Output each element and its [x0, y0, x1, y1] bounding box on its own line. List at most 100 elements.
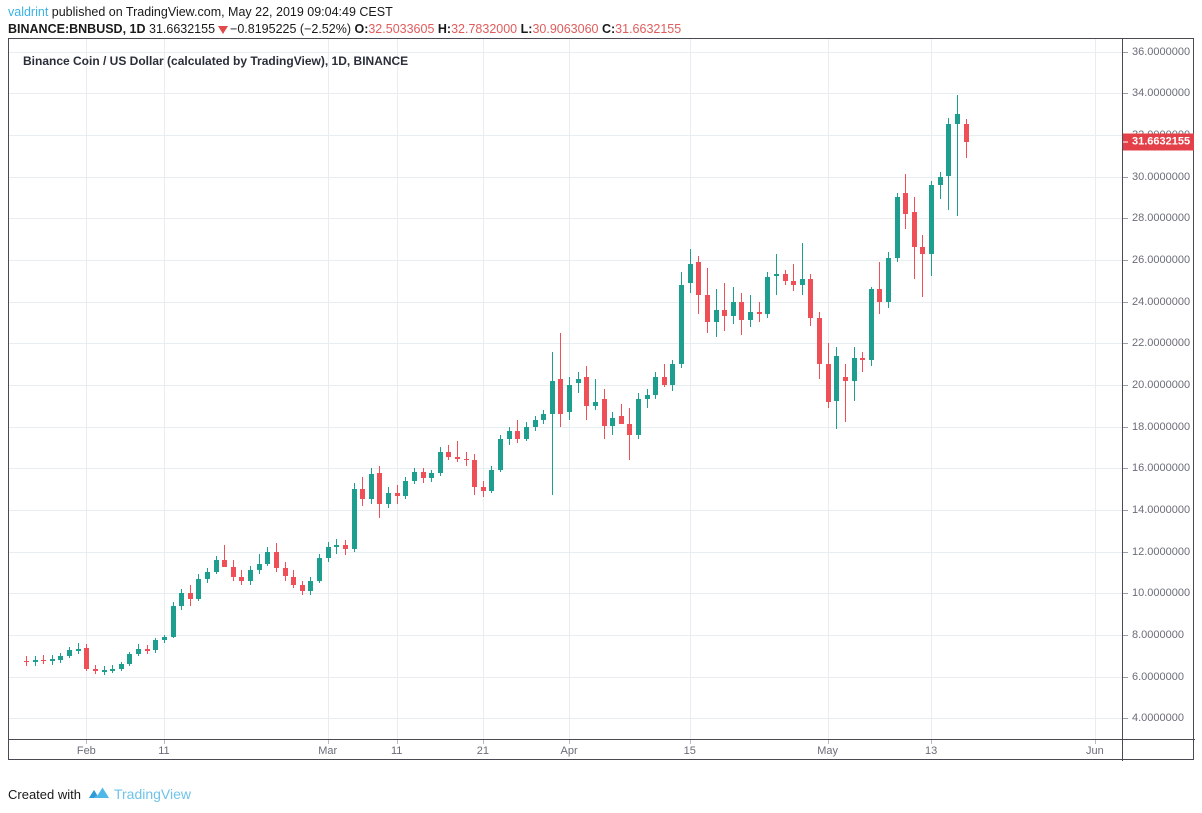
tradingview-logo-icon	[88, 786, 110, 802]
candle-body	[188, 593, 193, 600]
candle-body	[852, 357, 857, 381]
price-axis-tick-label: 4.0000000	[1123, 712, 1184, 724]
candle-body	[403, 480, 408, 497]
price-plot-area[interactable]	[9, 39, 1122, 739]
candle-body	[653, 376, 658, 396]
gridline-vertical	[86, 39, 87, 739]
candle-body	[41, 659, 46, 662]
gridline-horizontal	[9, 385, 1122, 386]
candle-body	[222, 559, 227, 568]
candle-body	[472, 459, 477, 487]
candle-body	[550, 380, 555, 414]
candle-wick	[78, 643, 79, 654]
candle-body	[360, 489, 365, 500]
high-label: H:	[437, 22, 452, 36]
candle-body	[84, 648, 89, 670]
candle-body	[739, 301, 744, 321]
candle-body	[757, 311, 762, 314]
candle-body	[774, 274, 779, 277]
open-value: 32.5033605	[368, 22, 435, 36]
candle-wick	[957, 95, 958, 217]
gridline-vertical	[931, 39, 932, 739]
candle-body	[283, 568, 288, 577]
candle-wick	[664, 364, 665, 387]
time-axis-tick-label: Mar	[318, 745, 338, 757]
gridline-vertical	[328, 39, 329, 739]
candle-body	[205, 572, 210, 579]
time-tick-mark	[86, 740, 87, 744]
candle-body	[162, 636, 167, 641]
candle-body	[395, 493, 400, 497]
price-axis-tick-label: 24.0000000	[1123, 296, 1190, 308]
candle-wick	[879, 261, 880, 314]
candle-body	[912, 211, 917, 248]
candle-body	[33, 659, 38, 662]
price-tick-mark	[1123, 384, 1128, 386]
price-axis-tick-label: 36.0000000	[1123, 46, 1190, 58]
candle-body	[903, 193, 908, 214]
candle-body	[524, 426, 529, 439]
time-axis-tick-label: 11	[390, 745, 403, 757]
gridline-horizontal	[9, 510, 1122, 511]
tradingview-brand-name[interactable]: TradingView	[113, 786, 192, 802]
candle-body	[558, 378, 563, 414]
candle-body	[722, 309, 727, 317]
price-axis-tick-label: 18.0000000	[1123, 421, 1190, 433]
last-price-value: 31.6632155	[149, 22, 216, 36]
current-price-badge: 31.6632155	[1123, 133, 1194, 151]
price-axis-tick-label: 12.0000000	[1123, 546, 1190, 558]
candle-body	[670, 364, 675, 385]
plot-bottom-border	[9, 739, 1195, 740]
time-scale[interactable]: Feb 11 Mar 11 21 Apr 15 May 13 Jun	[9, 740, 1122, 760]
candle-body	[860, 357, 865, 360]
time-axis-tick-label: Apr	[560, 745, 578, 757]
candle-body	[274, 551, 279, 569]
price-tick-mark	[1123, 509, 1128, 511]
price-axis-tick-label: 6.0000000	[1123, 671, 1184, 683]
gridline-horizontal	[9, 52, 1122, 53]
candle-wick	[724, 282, 725, 331]
candle-body	[317, 557, 322, 581]
price-scale[interactable]: 36.000000034.000000032.000000030.0000000…	[1123, 39, 1194, 739]
symbol-label[interactable]: BINANCE:BNBUSD, 1D	[8, 22, 146, 36]
candle-body	[541, 414, 546, 421]
candle-body	[895, 197, 900, 258]
candle-body	[714, 309, 719, 323]
price-axis-tick-label: 28.0000000	[1123, 212, 1190, 224]
candle-wick	[922, 234, 923, 298]
time-axis-tick-label: May	[817, 745, 839, 757]
candle-wick	[845, 364, 846, 423]
chart-legend-title: Binance Coin / US Dollar (calculated by …	[23, 54, 409, 68]
candle-body	[110, 669, 115, 671]
time-axis-tick-label: Feb	[76, 745, 96, 757]
candle-body	[50, 658, 55, 661]
footer-branding: Created with TradingView	[8, 786, 191, 802]
time-tick-mark	[164, 740, 165, 744]
candle-body	[817, 318, 822, 364]
candle-wick	[621, 403, 622, 423]
candle-body	[696, 261, 701, 296]
time-axis-tick-label: 11	[158, 745, 170, 757]
candle-body	[377, 473, 382, 504]
candle-body	[886, 257, 891, 302]
candle-body	[929, 184, 934, 254]
chart-frame: Binance Coin / US Dollar (calculated by …	[8, 38, 1195, 761]
candle-body	[369, 474, 374, 500]
low-label: L:	[520, 22, 533, 36]
candle-body	[808, 278, 813, 319]
candle-wick	[750, 295, 751, 327]
candle-body	[584, 376, 589, 406]
candle-body	[145, 649, 150, 652]
author-name[interactable]: valdrint	[8, 5, 49, 19]
candle-body	[791, 280, 796, 285]
price-tick-mark	[1123, 301, 1128, 303]
candle-body	[102, 670, 107, 672]
gridline-horizontal	[9, 468, 1122, 469]
price-axis-tick-label: 10.0000000	[1123, 587, 1190, 599]
price-tick-mark	[1123, 634, 1128, 636]
candle-body	[196, 578, 201, 600]
time-tick-mark	[569, 740, 570, 744]
price-axis-tick-label: 30.0000000	[1123, 171, 1190, 183]
candle-body	[446, 451, 451, 457]
